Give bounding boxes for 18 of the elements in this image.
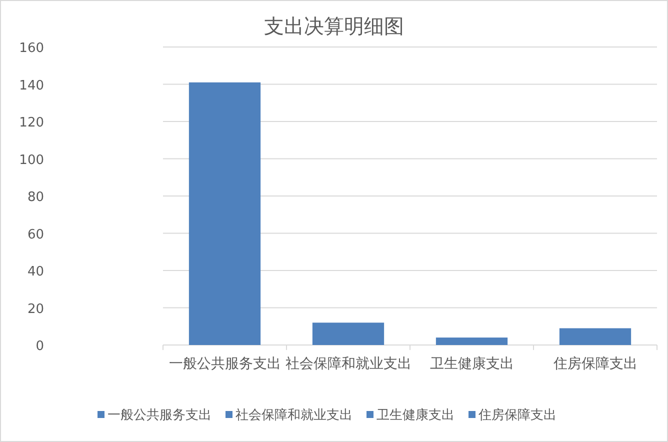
x-tick-label: 住房保障支出 <box>552 356 638 372</box>
legend-label: 卫生健康支出 <box>376 408 454 423</box>
x-tick-label: 社会保障和就业支出 <box>285 356 412 372</box>
y-tick-label: 60 <box>27 227 44 242</box>
legend-label: 一般公共服务支出 <box>108 408 212 423</box>
legend-label: 社会保障和就业支出 <box>236 408 352 423</box>
y-tick-label: 40 <box>27 264 44 280</box>
legend-label: 住房保障支出 <box>478 407 556 423</box>
chart-title: 支出决算明细图 <box>264 14 404 38</box>
x-tick-label: 卫生健康支出 <box>430 356 514 372</box>
y-tick-label: 0 <box>36 339 44 354</box>
y-tick-label: 160 <box>19 41 44 56</box>
x-tick-label: 一般公共服务支出 <box>168 356 281 372</box>
y-tick-label: 120 <box>19 116 44 130</box>
y-tick-label: 140 <box>19 78 44 94</box>
y-tick-label: 100 <box>19 152 44 168</box>
y-tick-label: 80 <box>27 190 44 205</box>
y-tick-label: 20 <box>27 302 44 317</box>
